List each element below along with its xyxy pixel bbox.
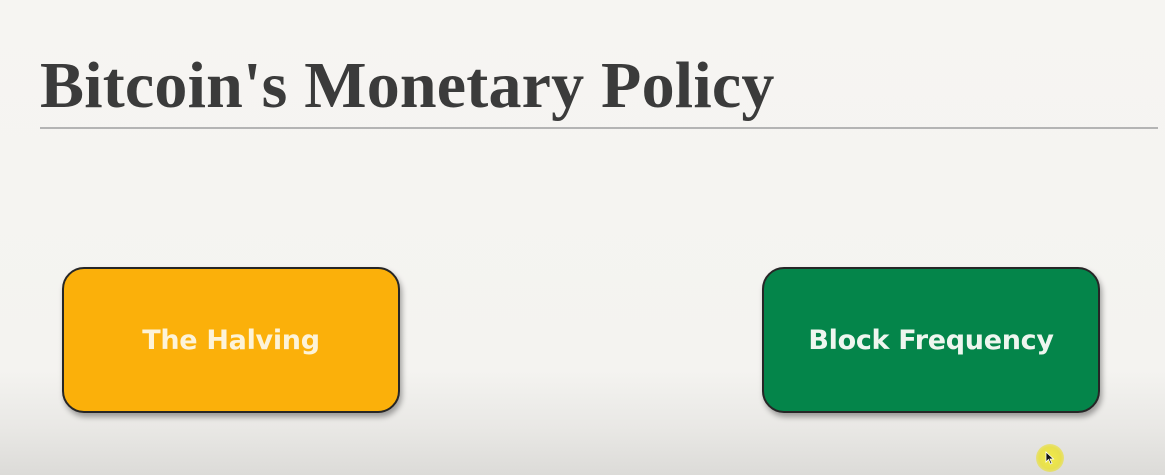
the-halving-button[interactable]: The Halving [62, 267, 400, 413]
slide-title: Bitcoin's Monetary Policy [40, 49, 775, 122]
mouse-pointer-icon [1045, 451, 1055, 465]
title-divider [40, 127, 1158, 129]
the-halving-label: The Halving [142, 324, 320, 356]
block-frequency-button[interactable]: Block Frequency [762, 267, 1100, 413]
block-frequency-label: Block Frequency [808, 324, 1054, 356]
